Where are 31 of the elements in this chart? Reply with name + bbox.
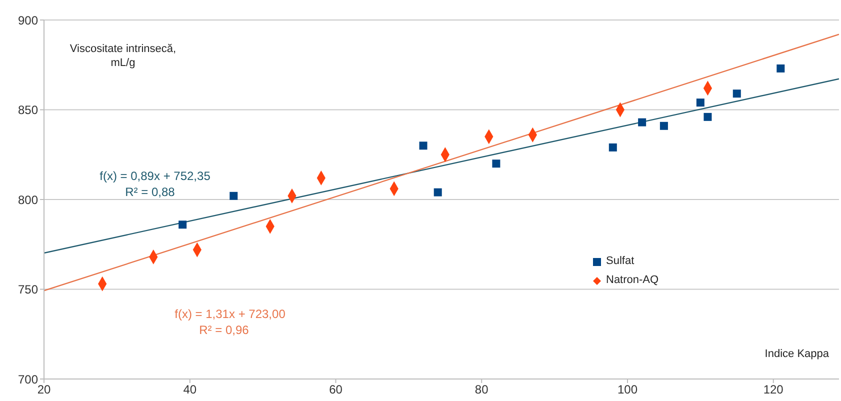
point [230, 192, 238, 200]
y-tick-label: 900 [18, 13, 38, 28]
x-tick-label: 100 [617, 382, 638, 397]
x-tick-label: 60 [329, 382, 343, 397]
annotation: f(x) = 0,89x + 752,35 [98, 169, 212, 183]
x-tick-label: 20 [37, 382, 51, 397]
legend-label: Natron-AQ [606, 273, 659, 288]
point [732, 90, 741, 98]
annotation: f(x) = 1,31x + 723,00 [174, 307, 286, 321]
y-tick-label: 750 [18, 282, 38, 297]
point [434, 188, 442, 196]
legend-label: Sulfat [606, 254, 634, 269]
x-tick-label: 80 [474, 382, 489, 397]
x-tick-label: 40 [183, 382, 197, 397]
point [660, 122, 668, 130]
annotation: R² = 0,96 [198, 323, 250, 337]
y-tick-label: 700 [18, 372, 38, 386]
point [776, 64, 785, 72]
point [492, 160, 500, 168]
point [419, 142, 428, 150]
x-tick-label: 120 [763, 382, 784, 397]
y-tick-label: 850 [18, 103, 38, 118]
point [178, 220, 187, 229]
point [638, 118, 646, 126]
point [704, 112, 712, 121]
point [608, 143, 617, 152]
point [696, 98, 704, 107]
x-axis-title: Indice Kappa [764, 348, 829, 360]
y-tick-label: 800 [18, 192, 38, 207]
y-axis-title: Viscositate intrinsecă, mL/g [68, 42, 178, 70]
annotation: R² = 0,88 [124, 185, 176, 199]
